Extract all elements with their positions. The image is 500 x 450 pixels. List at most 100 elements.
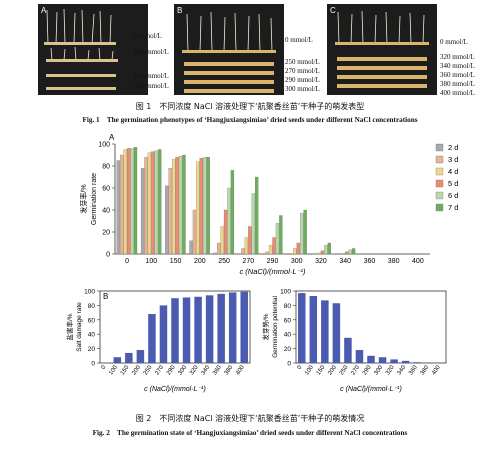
label-290: 290 mmol/L [285, 76, 320, 84]
x-tick-label: 270 [242, 258, 254, 265]
y-tick-label: 80 [88, 303, 96, 310]
bar [296, 242, 300, 255]
y-axis-title-en: Germination potential [272, 296, 279, 358]
y-axis-title-cn: 发芽势/% [261, 313, 270, 340]
bar [217, 242, 221, 255]
figure2-caption-en: Fig. 2 The germination state of ‘Hangjux… [92, 429, 408, 437]
bar [213, 252, 217, 255]
x-tick-label: 0 [297, 364, 304, 371]
y-axis-title-en: Salt damage rate [76, 302, 83, 352]
x-tick-label: 340 [201, 364, 212, 376]
x-tick-label: 250 [339, 364, 350, 376]
bar [230, 170, 235, 255]
bar [189, 240, 193, 255]
bar [332, 303, 341, 363]
bar [199, 158, 203, 255]
y-tick-label: 40 [284, 332, 292, 339]
x-tick-label: 340 [397, 364, 408, 376]
legend-swatch [435, 179, 444, 188]
bar [348, 249, 352, 255]
bar [300, 213, 304, 255]
bar [244, 237, 248, 255]
label-200: 200 mmol/L [134, 82, 169, 90]
x-tick-label: 360 [212, 364, 223, 376]
x-axis-title: c (NaCl)/(mmol·L⁻¹) [239, 267, 306, 276]
bar [120, 154, 124, 255]
bar [275, 223, 280, 255]
y-tick-label: 40 [102, 208, 110, 215]
bar [147, 152, 152, 255]
bar [126, 148, 131, 255]
bar [298, 293, 306, 363]
y-tick-label: 80 [284, 303, 292, 310]
label-0-c: 0 mmol/L [440, 38, 468, 46]
bar [130, 148, 134, 255]
bar [116, 160, 120, 255]
seedling-photo-a [44, 8, 118, 90]
panel-letter: A [109, 133, 115, 142]
bar [317, 252, 321, 255]
x-tick-label: 380 [388, 258, 400, 265]
bar [255, 176, 259, 255]
y-tick-label: 40 [88, 332, 96, 339]
bar [148, 314, 156, 363]
y-tick-label: 60 [284, 317, 292, 324]
bar [272, 237, 276, 255]
y-tick-label: 80 [102, 164, 110, 171]
y-axis-title-en: Germination rate [91, 173, 98, 225]
y-axis-title-cn: 盐害率/% [65, 313, 74, 340]
panel-letter-b: B [177, 6, 183, 15]
x-tick-label: 300 [374, 364, 385, 376]
figure1-caption-en: Fig. 1 The germination phenotypes of ‘Ha… [82, 116, 418, 124]
bar [113, 357, 122, 363]
x-tick-label: 200 [131, 364, 142, 376]
bar [140, 168, 145, 255]
legend-label: 7 d [448, 203, 458, 212]
seedling-photo-c [335, 10, 429, 88]
chart-panel-a: A 0 20 40 60 80 100 0 100 150 200 250 270 290 300 320 34… [79, 133, 458, 276]
x-tick-label: 380 [224, 364, 235, 376]
x-tick-label: 250 [218, 258, 230, 265]
bar [378, 357, 387, 363]
x-tick-label: 150 [120, 364, 131, 376]
y-tick-label: 20 [88, 346, 96, 353]
label-250: 250 mmol/L [285, 58, 320, 66]
x-tick-label: 200 [327, 364, 338, 376]
bar [171, 298, 179, 363]
photo-panel-a: A [38, 4, 148, 95]
bar [241, 248, 245, 255]
bar [125, 352, 133, 363]
bar [133, 147, 138, 255]
bar [205, 295, 214, 363]
label-0-b: 0 mmol/L [285, 36, 313, 44]
label-0-a: 0 mmol/L [134, 32, 162, 40]
x-tick-label: 360 [408, 364, 419, 376]
bar [265, 251, 269, 255]
bar [158, 149, 162, 255]
x-tick-label: 300 [291, 258, 303, 265]
bar [168, 168, 172, 255]
legend-label: 6 d [448, 191, 458, 200]
x-tick-label: 290 [267, 258, 279, 265]
x-tick-label: 270 [350, 364, 361, 376]
bar [401, 360, 410, 363]
bar [154, 150, 158, 255]
x-axis-title: c (NaCl)/(mmol·L⁻¹) [144, 386, 206, 393]
x-tick-label: 290 [166, 364, 177, 376]
legend-swatch [435, 167, 444, 176]
figure2-caption-cn: 图 2 不同浓度 NaCl 溶液处理下‘航聚香丝苗’干种子的萌发情况 [135, 414, 365, 423]
x-tick-label: 100 [304, 364, 315, 376]
bar [206, 157, 210, 255]
y-tick-label: 60 [88, 317, 96, 324]
legend-swatch [435, 155, 444, 164]
bar [196, 161, 200, 255]
x-tick-label: 400 [431, 364, 442, 376]
label-100: 100 mmol/L [134, 48, 169, 56]
bar [144, 157, 148, 255]
x-tick-label: 100 [146, 258, 158, 265]
legend-swatch [435, 191, 444, 200]
panel-letter-a: A [41, 6, 47, 15]
label-400: 400 mmol/L [440, 89, 475, 97]
bar [293, 248, 297, 255]
